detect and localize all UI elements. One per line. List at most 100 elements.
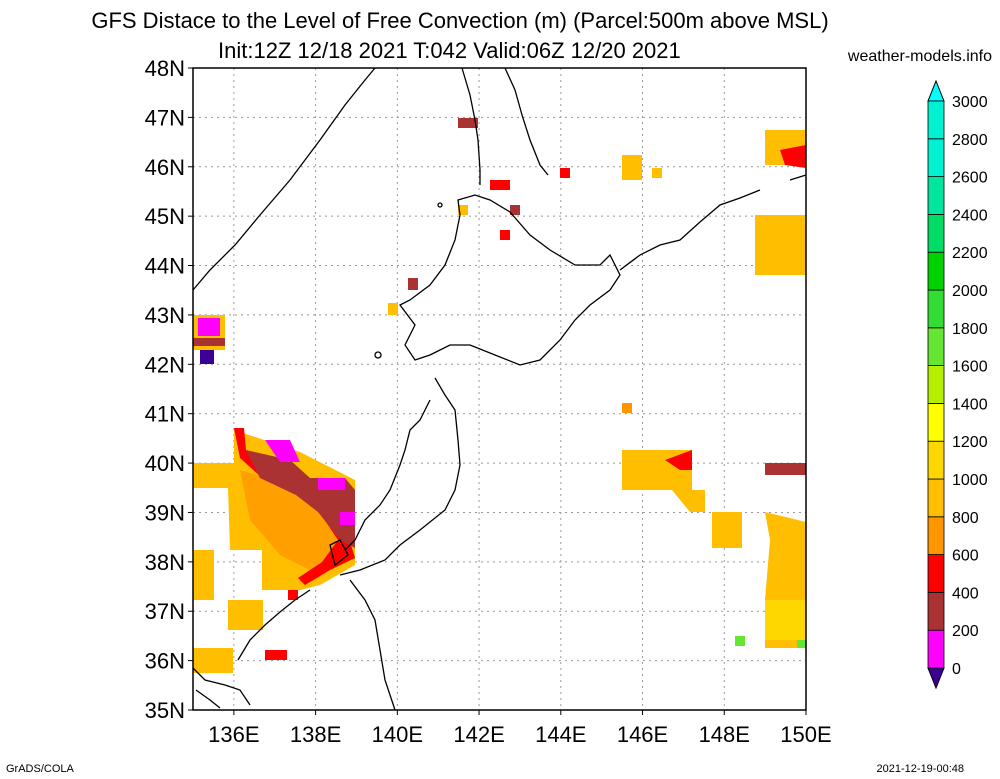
lon-tick-label: 138E <box>290 722 341 747</box>
field-yellow-n9 <box>622 155 642 180</box>
colorbar-label: 2000 <box>952 283 988 300</box>
field-yellow-east1 <box>622 450 705 512</box>
field-green-east2 <box>797 640 806 648</box>
colorbar-label: 3000 <box>952 94 988 111</box>
colorbar-label: 2600 <box>952 170 988 187</box>
field-red-n2 <box>490 180 510 190</box>
colorbar-label: 2400 <box>952 207 988 224</box>
colorbar-segment <box>927 327 945 366</box>
map-title: GFS Distace to the Level of Free Convect… <box>91 8 829 33</box>
colorbar-segment <box>927 251 945 291</box>
colorbar-segment <box>927 629 945 669</box>
footer-left-label: GrADS/COLA <box>6 763 74 775</box>
colorbar-label: 1000 <box>952 472 988 489</box>
field-yellow-east4 <box>765 600 806 640</box>
lon-tick-label: 142E <box>453 722 504 747</box>
field-magenta-west-3 <box>340 512 355 525</box>
colorbar-segment <box>927 176 945 215</box>
field-brown-west <box>246 450 355 548</box>
field-brown-n4 <box>510 205 520 215</box>
map-frame <box>192 67 807 711</box>
field-yellow-south1 <box>193 550 214 600</box>
colorbar-label: 800 <box>952 510 979 527</box>
field-yellow-east5 <box>755 215 806 275</box>
colorbar-segment <box>927 516 945 555</box>
lat-tick-label: 37N <box>145 599 185 624</box>
map-subtitle: Init:12Z 12/18 2021 T:042 Valid:06Z 12/2… <box>218 38 681 63</box>
field-yellow-n7 <box>388 303 398 315</box>
field-magenta-left <box>198 318 220 336</box>
lon-tick-label: 150E <box>780 722 831 747</box>
lat-tick-label: 35N <box>145 698 185 723</box>
field-orange-n11 <box>622 403 632 413</box>
colorbar-bottom-arrow <box>927 667 945 690</box>
lat-tick-label: 44N <box>145 254 185 279</box>
field-orange-west <box>240 470 345 575</box>
lon-tick-label: 146E <box>617 722 668 747</box>
lat-tick-labels: 35N 36N 37N 38N 39N 40N 41N 42N 43N 44N 45N 46N 47N 4… <box>145 56 193 723</box>
field-red-sw <box>288 590 298 600</box>
lat-tick-label: 38N <box>145 550 185 575</box>
lon-tick-labels: 136E 138E 140E 142E 144E 146E 148E 150E <box>208 710 832 747</box>
field-yellow-n3 <box>458 205 468 215</box>
colorbar-top-arrow <box>927 79 945 102</box>
field-magenta-west-2 <box>318 478 345 490</box>
colorbar-segment <box>927 213 945 253</box>
colorbar-label: 600 <box>952 548 979 565</box>
colorbar-segment <box>927 138 945 178</box>
colorbar: 0 200 400 600 800 1000 1200 1400 1600 1800 2000 220… <box>927 79 988 690</box>
lat-tick-label: 46N <box>145 155 185 180</box>
lat-tick-label: 45N <box>145 204 185 229</box>
field-red-n5 <box>500 230 510 240</box>
colorbar-label: 2200 <box>952 245 988 262</box>
lat-tick-label: 43N <box>145 303 185 328</box>
lat-tick-label: 48N <box>145 56 185 81</box>
field-yellow-n10 <box>652 168 662 178</box>
field-red-south <box>265 650 287 660</box>
grid-lines <box>193 67 807 711</box>
field-red-n8 <box>560 168 570 178</box>
lon-tick-label: 140E <box>372 722 423 747</box>
lon-tick-label: 136E <box>208 722 259 747</box>
field-yellow-south2 <box>228 600 263 630</box>
colorbar-label: 400 <box>952 585 979 602</box>
colorbar-segment <box>927 100 945 140</box>
coastlines <box>192 67 807 711</box>
lon-tick-label: 148E <box>699 722 750 747</box>
colorbar-segment <box>927 365 945 404</box>
colorbar-segment <box>927 289 945 329</box>
colorbar-label: 2800 <box>952 132 988 149</box>
colorbar-label: 1800 <box>952 321 988 338</box>
colorbar-segment <box>927 402 945 442</box>
lat-tick-label: 42N <box>145 352 185 377</box>
lat-tick-label: 40N <box>145 451 185 476</box>
field-brown-east <box>765 463 806 475</box>
colorbar-segment <box>927 478 945 518</box>
field-yellow-south3 <box>193 648 233 673</box>
footer-right-label: 2021-12-19-00:48 <box>876 763 964 775</box>
colorbar-segment <box>927 592 945 631</box>
field-brown-n1 <box>458 118 478 128</box>
colorbar-label: 200 <box>952 623 979 640</box>
colorbar-segment <box>927 440 945 480</box>
field-green-east <box>735 636 745 646</box>
field-red-east1 <box>665 450 692 470</box>
credit-label: weather-models.info <box>847 48 992 65</box>
colorbar-segment <box>927 554 945 593</box>
lon-tick-label: 144E <box>535 722 586 747</box>
colorbar-label: 0 <box>952 661 961 678</box>
field-red-east6 <box>780 145 806 168</box>
data-field <box>193 118 806 673</box>
field-magenta-west <box>265 440 300 462</box>
field-brown-n6 <box>408 278 418 290</box>
lat-tick-label: 47N <box>145 105 185 130</box>
lat-tick-label: 39N <box>145 500 185 525</box>
lat-tick-label: 36N <box>145 649 185 674</box>
field-brown-left <box>193 338 225 346</box>
lat-tick-label: 41N <box>145 402 185 427</box>
colorbar-label: 1200 <box>952 434 988 451</box>
colorbar-label: 1400 <box>952 396 988 413</box>
field-purple-left <box>200 350 214 364</box>
colorbar-label: 1600 <box>952 359 988 376</box>
